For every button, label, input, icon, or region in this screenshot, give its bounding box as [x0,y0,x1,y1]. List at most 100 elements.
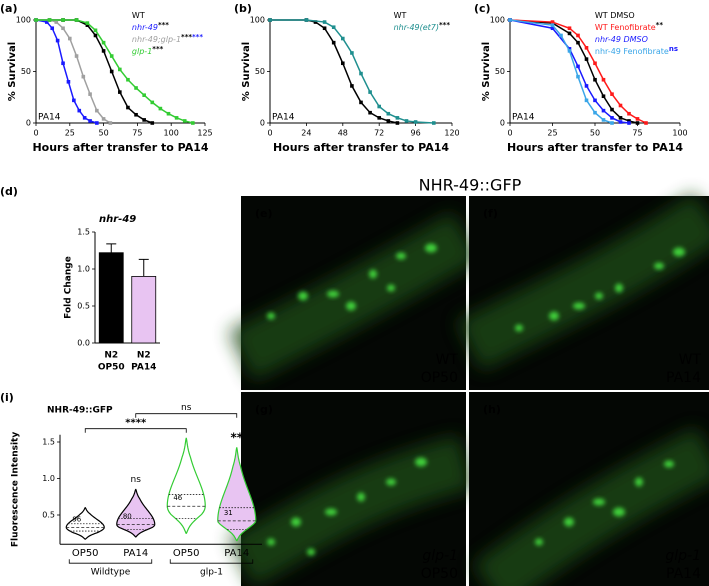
series-marker [627,111,631,116]
nucleus [307,548,315,556]
series-marker [304,18,309,22]
annotation: PA14 [38,113,61,123]
x-tick-label: 25 [65,129,75,138]
series-marker [550,26,555,31]
x-tick-label: 120 [444,129,459,138]
nucleus [654,262,664,270]
series-marker [576,40,580,45]
series-marker [108,121,113,125]
series-marker [404,119,409,123]
series-marker [567,26,572,31]
y-axis-title: % Survival [241,42,252,101]
y-tick-label: 1.5 [77,228,90,237]
y-axis-title: Fold Change [64,256,74,319]
nucleus [267,538,275,546]
chart-title: NHR-49::GFP [47,406,113,416]
y-axis-title: % Survival [481,42,492,101]
annotation: PA14 [272,113,295,123]
nucleus [415,457,427,467]
legend-label: glp-1 [132,47,152,56]
y-axis-title: % Survival [7,42,18,101]
x-tick-label: 0 [33,129,38,138]
series-marker [268,18,272,22]
bar [131,275,157,344]
series-marker [584,57,589,61]
series-marker [413,120,418,124]
x-tick-label: PA14 [131,363,156,373]
comparison-label: ns [181,403,192,413]
micrograph: (h) glp-1 PA14 [469,392,709,586]
comparison-bracket [84,428,187,433]
series-marker [322,20,327,24]
series-marker [576,64,580,69]
significance: ns [669,45,678,53]
legend-label: nhr-49 [132,23,158,32]
legend-entry: nhr-49*** [132,21,169,32]
series-marker [395,121,400,125]
series-marker [88,92,92,96]
series-marker [593,77,597,82]
series-marker [610,107,614,112]
nucleus [595,292,603,300]
series-marker [618,116,623,120]
nucleus [613,507,625,517]
micrograph: (e) WT OP50 [228,196,480,390]
group-label: Wildtype [91,568,131,578]
x-tick-label: OP50 [72,548,99,559]
y-axis-title: Fluorescence Intensity [11,432,21,547]
series-marker [88,119,92,123]
x-tick-label: 125 [197,129,212,138]
series-marker [635,117,640,121]
nucleus [549,311,559,321]
series-marker [567,31,572,36]
panel-label: (f) [483,207,498,220]
series-marker [395,116,400,120]
panel-label: (e) [255,207,273,220]
series-marker [350,84,354,88]
series-marker [322,26,327,31]
n-label: 96 [72,515,81,523]
worm-body [228,212,480,381]
nucleus [327,290,339,298]
x-axis-title: Hours after transfer to PA14 [273,141,449,154]
series-line [509,19,630,124]
nucleus [515,324,523,332]
legend-label: WT [394,11,407,20]
y-tick-label: 1.5 [42,438,55,447]
series-marker [584,98,589,103]
series-marker [618,120,623,124]
significance: *** [192,33,203,41]
x-tick-label: 100 [164,129,179,138]
legend-entry: WT DMSO [595,11,635,20]
series-marker [601,108,606,113]
series-marker [118,90,122,94]
panel-label: (i) [0,391,14,404]
line-chart: (b) 0 50 100 0 24 48 72 96 120 % Survival Hours aft… [234,2,460,154]
nucleus [298,291,308,301]
panel-label: (h) [483,403,501,416]
series-marker [109,54,114,58]
series-marker [34,18,38,22]
series-marker [142,93,146,97]
series-marker [61,18,65,22]
series-marker [359,100,363,105]
error-bar [138,258,149,277]
nucleus [425,243,437,253]
series-marker [126,77,130,82]
series-marker [85,23,90,27]
series-marker [101,49,106,53]
legend-entry: nhr-49;glp-1****** [132,33,203,44]
series-marker [74,54,79,58]
significance: *** [158,21,169,29]
chart-title: nhr-49 [99,214,136,225]
x-tick-label: OP50 [98,363,125,373]
nucleus [369,269,377,279]
y-tick-label: 50 [255,67,265,76]
series-marker [559,33,563,38]
comparison-bracket [135,413,238,418]
nucleus [386,478,396,486]
group-bracket [169,559,254,564]
significance: *** [181,33,192,41]
series-line [35,19,98,124]
